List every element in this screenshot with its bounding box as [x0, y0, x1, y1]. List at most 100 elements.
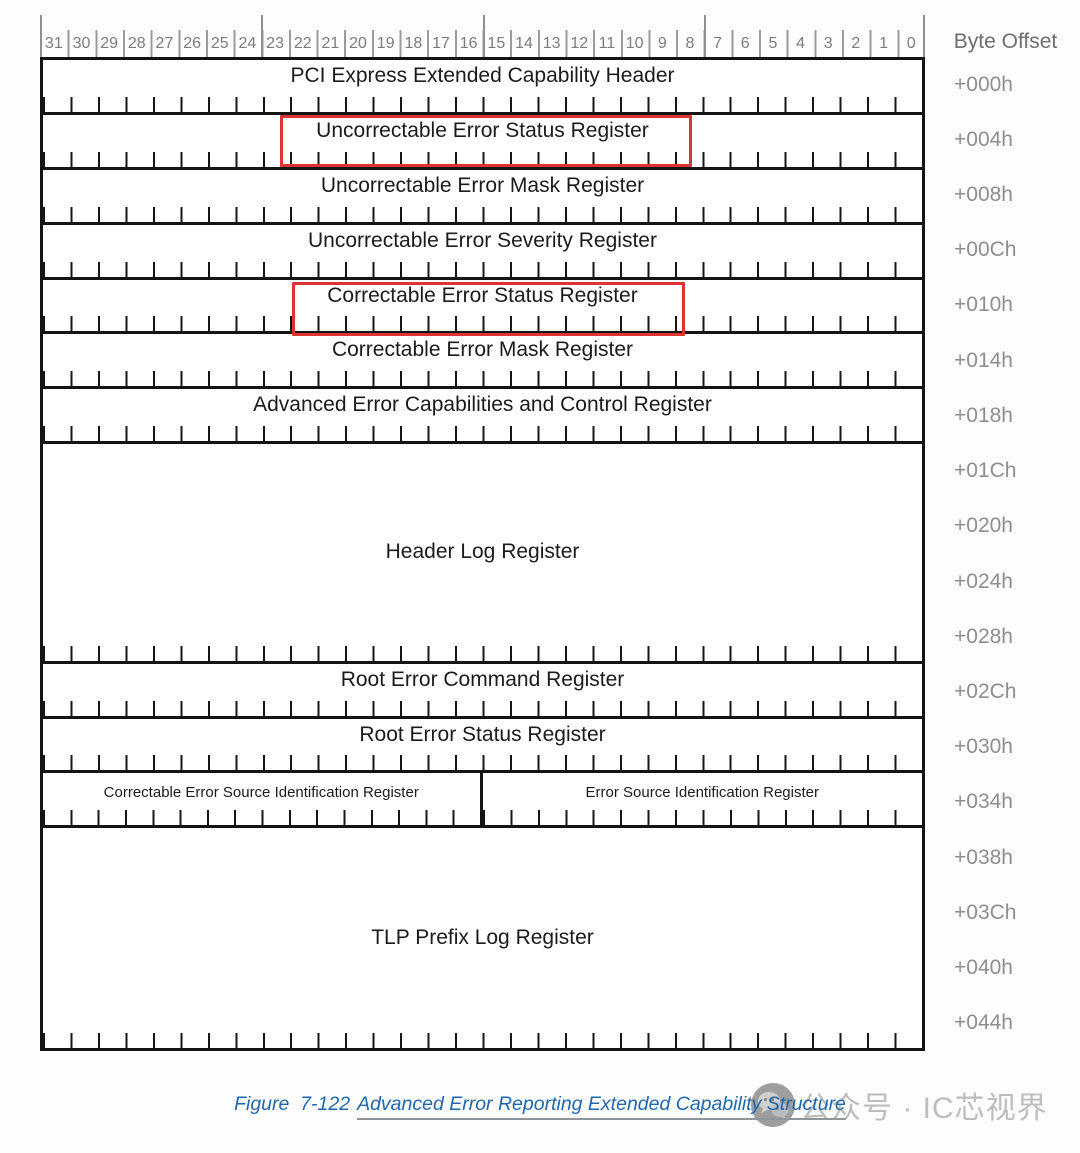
register-label: Root Error Command Register: [340, 667, 625, 691]
register-label: Uncorrectable Error Severity Register: [308, 228, 657, 252]
byte-offset-value: +008h: [954, 183, 1013, 207]
figure-number: Figure 7-122: [234, 1093, 351, 1115]
bit-ticks: [43, 371, 922, 387]
bit-ticks: [43, 261, 922, 277]
register-label: Advanced Error Capabilities and Control …: [253, 393, 712, 417]
byte-offset-value: +02Ch: [954, 680, 1017, 704]
byte-offset-value: +040h: [954, 956, 1013, 980]
byte-offset-value: +018h: [954, 403, 1013, 427]
register-table: PCI Express Extended Capability Header U…: [40, 57, 925, 1051]
watermark-text: 公众号 · IC芯视界: [800, 1092, 1048, 1125]
register-row: Correctable Error Status Register: [43, 280, 922, 335]
register-row: Advanced Error Capabilities and Control …: [43, 389, 922, 445]
byte-offset-value: +020h: [954, 514, 1013, 538]
byte-offset-value: +014h: [954, 348, 1013, 372]
byte-offset-value: +01Ch: [954, 459, 1017, 483]
bit-number-label: 22: [293, 35, 312, 52]
register-label: Uncorrectable Error Status Register: [316, 118, 649, 142]
bit-ticks: [43, 645, 922, 661]
bit-number-label: 16: [459, 35, 478, 52]
byte-offset-value: +028h: [954, 624, 1013, 648]
byte-offset-value: +03Ch: [954, 900, 1017, 924]
bit-number-label: 28: [127, 35, 146, 52]
byte-offset-value: +004h: [954, 127, 1013, 151]
byte-offset-value: +034h: [954, 790, 1013, 814]
bit-number-label: 31: [44, 35, 63, 52]
bit-numbers-row: 31 30 29 28 27 26 25 24 23 22 21 20 19 18 17 16 15 14 13 12…: [40, 30, 925, 57]
bit-number-label: 7: [713, 35, 723, 52]
bit-number-label: 8: [685, 35, 695, 52]
register-row: Uncorrectable Error Mask Register: [43, 170, 922, 225]
highlight-box-correctable-error-status: [292, 282, 685, 336]
bit-number-label: 15: [487, 35, 506, 52]
figure-title: Advanced Error Reporting Extended Capabi…: [357, 1093, 846, 1120]
bit-number-label: 30: [72, 35, 91, 52]
bit-number-label: 26: [183, 35, 201, 52]
register-row: Root Error Status Register: [43, 719, 922, 774]
bit-number-label: 3: [823, 35, 833, 52]
bit-number-label: 10: [625, 35, 644, 52]
bit-number-label: 6: [740, 35, 750, 52]
register-label: Header Log Register: [385, 540, 580, 564]
bit-ticks: [43, 96, 922, 112]
register-label: Uncorrectable Error Mask Register: [320, 173, 645, 197]
byte-boundary-tick: [482, 15, 485, 57]
bit-number-label: 21: [321, 35, 340, 52]
byte-boundary-tick: [923, 15, 925, 57]
bit-number-label: 17: [432, 35, 450, 52]
bit-number-label: 23: [266, 35, 284, 52]
bit-number-label: 5: [768, 35, 778, 52]
bit-ticks: [43, 206, 922, 222]
register-row: Root Error Command Register: [43, 664, 922, 719]
register-cell-right: Error Source Identification Register: [482, 773, 922, 826]
register-label: Error Source Identification Register: [585, 784, 819, 802]
figure-caption: Figure 7-122 Advanced Error Reporting Ext…: [0, 1093, 1080, 1120]
byte-boundary-tick: [40, 15, 42, 57]
bit-number-label: 24: [238, 35, 257, 52]
byte-offset-value: +038h: [954, 845, 1013, 869]
register-row: Correctable Error Mask Register: [43, 334, 922, 390]
register-label: Correctable Error Status Register: [327, 283, 638, 307]
register-label: TLP Prefix Log Register: [371, 926, 594, 950]
byte-offsets-column: +000h +004h +008h +00Ch +010h +014h +018h +01Ch…: [935, 57, 1065, 1051]
bit-number-label: 20: [349, 35, 367, 52]
register-row: Uncorrectable Error Status Register: [43, 115, 922, 170]
bit-ticks: [43, 316, 922, 332]
bit-number-label: 0: [906, 35, 916, 52]
byte-offset-value: +000h: [954, 72, 1013, 96]
bit-ticks: [43, 426, 922, 442]
byte-offset-value: +044h: [954, 1011, 1013, 1035]
bit-ticks: [43, 1032, 922, 1048]
register-label: Correctable Error Source Identification …: [103, 784, 419, 802]
register-label: Root Error Status Register: [359, 722, 606, 746]
wechat-icon: [751, 1083, 795, 1127]
bit-number-label: 12: [570, 35, 589, 52]
byte-offset-heading: Byte Offset: [953, 30, 1058, 53]
bit-number-label: 27: [155, 35, 174, 52]
register-row-split: Correctable Error Source Identification …: [43, 773, 922, 829]
byte-offset-value: +00Ch: [954, 238, 1017, 262]
bit-number-label: 9: [657, 35, 667, 52]
bit-number-label: 1: [879, 35, 888, 52]
bit-number-label: 25: [210, 35, 229, 52]
bit-ticks: [43, 755, 922, 771]
bit-ticks: [482, 810, 922, 826]
bit-ticks: [43, 810, 480, 826]
byte-boundary-tick: [703, 15, 706, 57]
byte-offset-value: +010h: [954, 293, 1013, 317]
bit-number-label: 19: [376, 35, 395, 52]
highlight-box-uncorrectable-error-status: [280, 115, 692, 167]
byte-offset-value: +030h: [954, 735, 1013, 759]
register-row: Header Log Register: [43, 444, 922, 664]
byte-boundary-tick: [261, 15, 264, 57]
register-row: Uncorrectable Error Severity Register: [43, 225, 922, 280]
register-label: PCI Express Extended Capability Header: [290, 64, 675, 87]
bit-number-label: 4: [796, 35, 805, 52]
register-label: Correctable Error Mask Register: [331, 338, 634, 362]
watermark: 公众号 · IC芯视界: [750, 1080, 1048, 1130]
bit-number-label: 18: [404, 35, 423, 52]
bit-number-label: 14: [515, 35, 533, 52]
register-row: TLP Prefix Log Register: [43, 828, 922, 1048]
bit-number-label: 2: [851, 35, 861, 52]
